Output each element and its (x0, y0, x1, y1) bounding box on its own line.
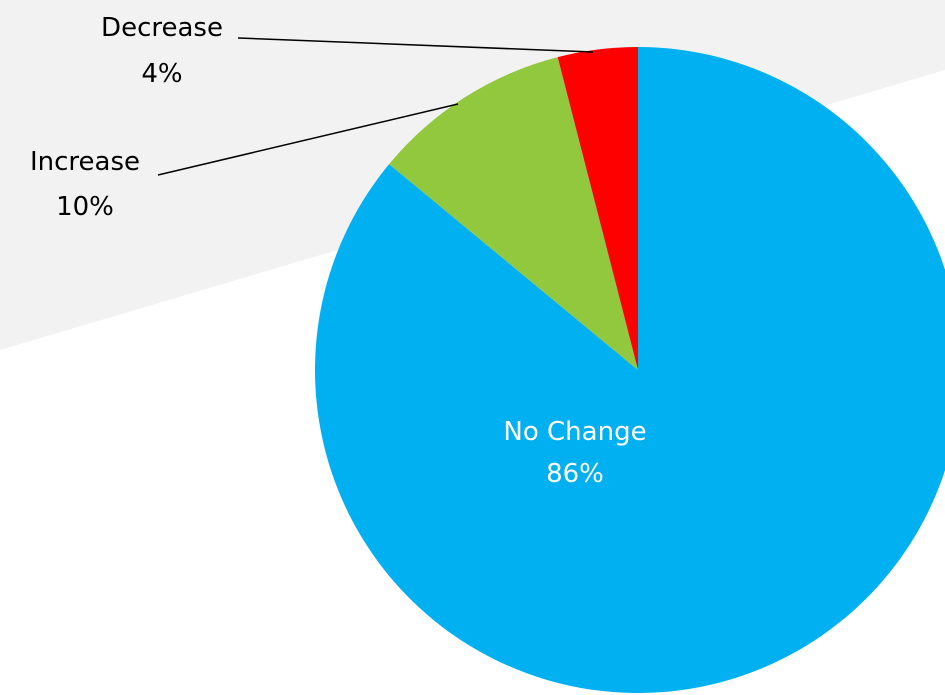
label-category-decrease: Decrease (101, 13, 223, 43)
label-category-no-change: No Change (503, 417, 646, 447)
slice-no-change (315, 47, 945, 693)
label-value-increase: 10% (56, 192, 114, 222)
label-value-decrease: 4% (141, 59, 182, 89)
slice-increase (389, 57, 638, 370)
leader-lines-group (157, 37, 594, 176)
leader-line-decrease (237, 37, 594, 53)
label-category-increase: Increase (30, 147, 140, 177)
data-labels-group: No Change 86% Increase 10% Decrease 4% (30, 13, 647, 489)
slice-decrease (557, 47, 638, 370)
leader-line-increase (157, 103, 459, 176)
label-value-no-change: 86% (546, 459, 604, 489)
slices-group (315, 47, 945, 693)
